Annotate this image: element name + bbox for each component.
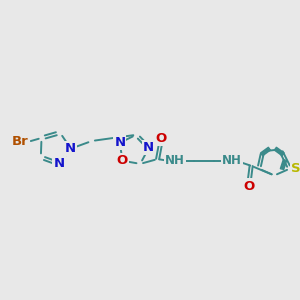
Text: NH: NH <box>222 154 242 167</box>
Text: O: O <box>244 179 255 193</box>
Text: S: S <box>291 162 300 175</box>
Text: N: N <box>143 141 154 154</box>
Text: Br: Br <box>12 135 29 148</box>
Text: O: O <box>117 154 128 167</box>
Text: N: N <box>65 142 76 155</box>
Text: O: O <box>155 132 166 145</box>
Text: N: N <box>114 136 125 149</box>
Text: N: N <box>53 157 64 170</box>
Text: NH: NH <box>165 154 185 167</box>
